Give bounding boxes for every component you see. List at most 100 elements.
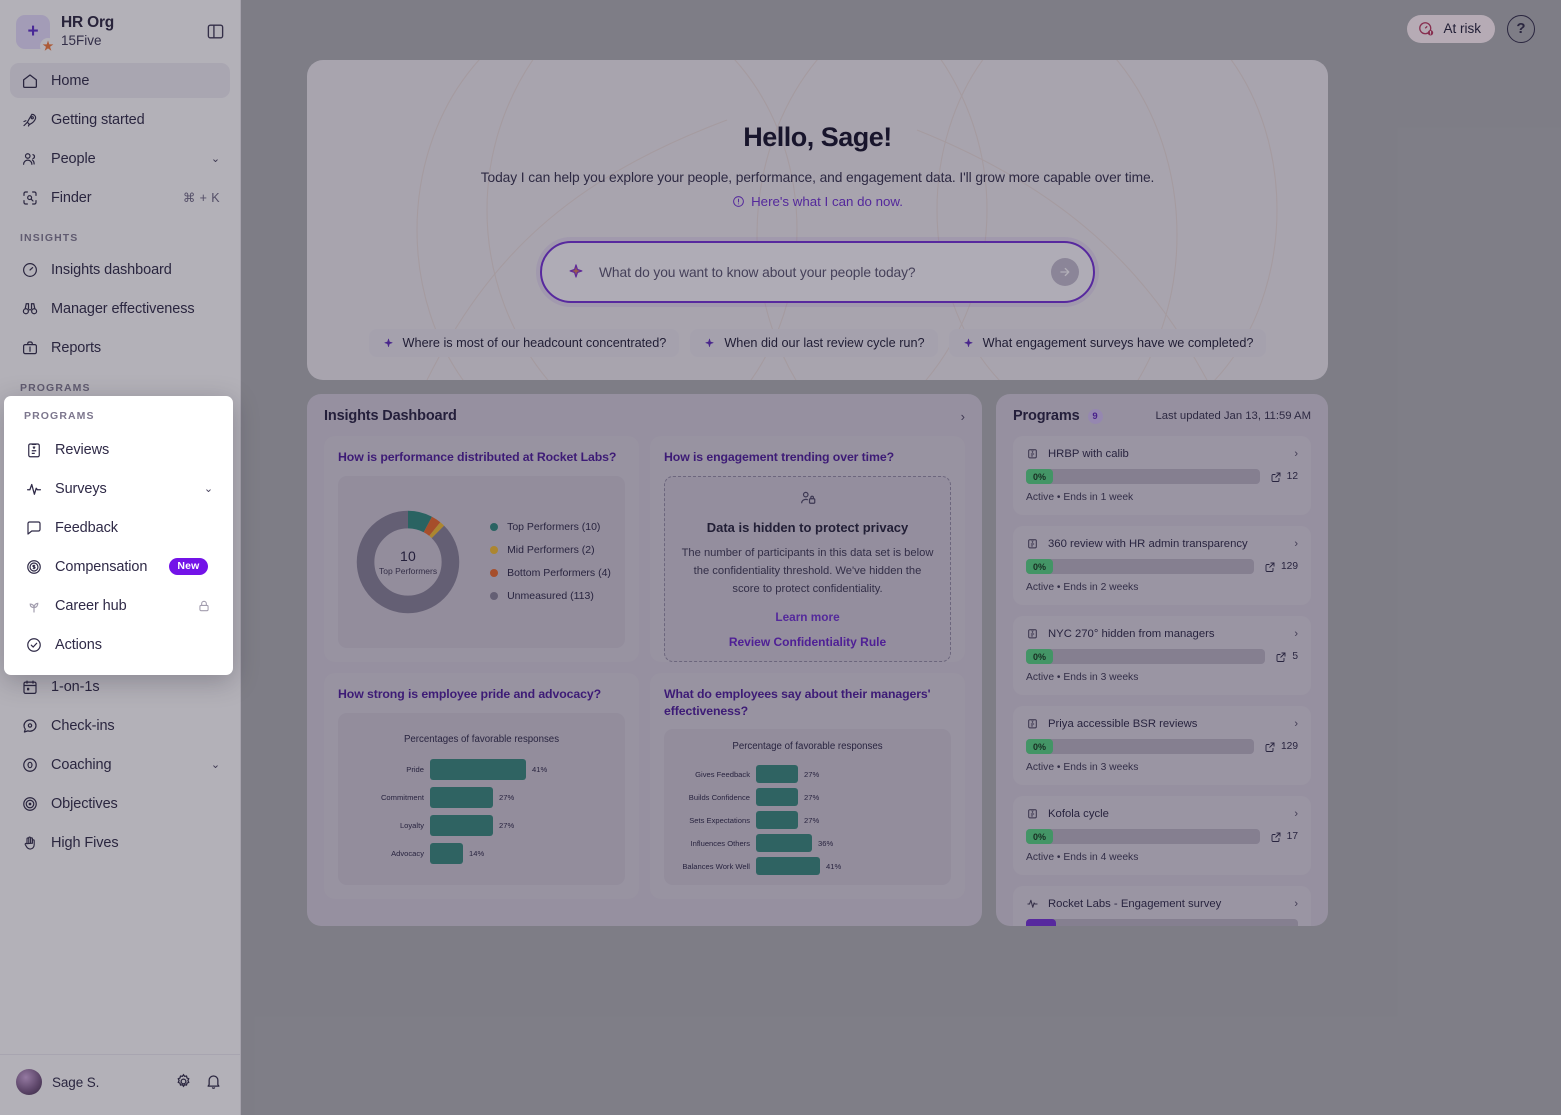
dollar-badge-icon xyxy=(24,557,43,576)
insight-card-pride[interactable]: How strong is employee pride and advocac… xyxy=(324,673,639,899)
suggestion-chip[interactable]: What engagement surveys have we complete… xyxy=(948,329,1267,357)
chevron-down-icon[interactable]: ⌄ xyxy=(210,153,220,166)
bar xyxy=(430,759,526,781)
chevron-down-icon[interactable]: ⌄ xyxy=(203,483,213,495)
progress-fill: 0% xyxy=(1026,829,1053,844)
avatar[interactable] xyxy=(16,1069,42,1095)
org-header[interactable]: + ★ HR Org 15Five xyxy=(0,0,240,61)
bar-value: 27% xyxy=(499,821,515,831)
program-card[interactable]: HRBP with calib › 0% 12 xyxy=(1013,436,1311,515)
learn-more-link[interactable]: Learn more xyxy=(775,610,840,625)
program-card[interactable]: Priya accessible BSR reviews › 0% xyxy=(1013,706,1311,785)
sidebar-item-check-ins[interactable]: Check-ins xyxy=(10,708,230,743)
programs-panel-title: Programs xyxy=(1013,408,1080,424)
participant-count-value: 12 xyxy=(1286,471,1298,482)
review-icon xyxy=(1026,717,1039,730)
user-bar[interactable]: Sage S. xyxy=(0,1054,240,1115)
sidebar-item-label: Compensation xyxy=(55,558,148,575)
sidebar-item-home[interactable]: Home xyxy=(10,63,230,99)
sidebar-item-label: Getting started xyxy=(51,111,145,128)
sidebar-item-reports[interactable]: Reports xyxy=(10,330,230,365)
program-card[interactable]: 360 review with HR admin transparency › … xyxy=(1013,526,1311,605)
chevron-down-icon[interactable]: ⌄ xyxy=(210,759,220,772)
review-confidentiality-link[interactable]: Review Confidentiality Rule xyxy=(728,635,887,650)
ai-search-bar[interactable] xyxy=(540,241,1095,303)
search-input[interactable] xyxy=(599,264,1038,280)
spotlight-item-surveys[interactable]: Surveys ⌄ xyxy=(14,471,223,506)
sidebar-item-high-fives[interactable]: High Fives xyxy=(10,825,230,860)
spotlight-item-career-hub[interactable]: Career hub xyxy=(14,588,223,623)
sidebar-item-insights-dashboard[interactable]: Insights dashboard xyxy=(10,252,230,287)
bar-value: 14% xyxy=(469,849,485,859)
dashboard-panels: Insights Dashboard › How is performance … xyxy=(307,394,1561,926)
spotlight-item-feedback[interactable]: Feedback xyxy=(14,510,223,545)
spotlight-item-reviews[interactable]: Reviews xyxy=(14,432,223,467)
insight-card-title: How is engagement trending over time? xyxy=(664,450,894,464)
gear-icon[interactable] xyxy=(174,1072,194,1092)
chevron-right-icon[interactable]: › xyxy=(1294,627,1298,640)
insight-card-manager-effectiveness[interactable]: What do employees say about their manage… xyxy=(650,673,965,899)
sidebar-item-objectives[interactable]: Objectives xyxy=(10,786,230,821)
capabilities-link[interactable]: Here's what I can do now. xyxy=(732,194,903,209)
pride-bar-chart: Percentages of favorable responses Pride… xyxy=(338,726,625,872)
program-card[interactable]: NYC 270° hidden from managers › 0% xyxy=(1013,616,1311,695)
at-risk-badge[interactable]: At risk xyxy=(1407,14,1495,43)
donut-wrap: 10 Top Performers Top Performers (10) xyxy=(352,506,611,618)
sidebar-item-label: Surveys xyxy=(55,480,107,497)
bar-label: Builds Confidence xyxy=(688,792,750,802)
section-label-programs: PROGRAMS xyxy=(24,410,95,422)
program-card[interactable]: Kofola cycle › 0% 17 xyxy=(1013,796,1311,875)
insights-dashboard-panel: Insights Dashboard › How is performance … xyxy=(307,394,982,926)
sidebar-item-1-on-1s[interactable]: 1-on-1s xyxy=(10,669,230,704)
gauge-icon xyxy=(20,260,39,279)
chevron-right-icon[interactable]: › xyxy=(1294,897,1298,910)
sidebar-item-getting-started[interactable]: Getting started xyxy=(10,102,230,137)
org-name: HR Org xyxy=(61,14,115,31)
bar-row: Sets Expectations 27% xyxy=(674,809,941,832)
sidebar-item-finder[interactable]: Finder ⌘ + K xyxy=(10,180,230,215)
privacy-body: The number of participants in this data … xyxy=(681,546,934,595)
spotlight-item-compensation[interactable]: Compensation New xyxy=(14,549,223,584)
chevron-right-icon[interactable]: › xyxy=(1294,807,1298,820)
chevron-right-icon[interactable]: › xyxy=(1294,717,1298,730)
sidebar-item-label: Insights dashboard xyxy=(51,261,172,278)
chevron-right-icon[interactable]: › xyxy=(1294,447,1298,460)
suggestion-chip[interactable]: When did our last review cycle run? xyxy=(690,329,938,357)
sidebar-item-people[interactable]: People ⌄ xyxy=(10,141,230,176)
suggestion-chips: Where is most of our headcount concentra… xyxy=(307,329,1328,357)
chevron-right-icon[interactable]: › xyxy=(960,408,965,424)
pulse-icon xyxy=(24,479,43,498)
sidebar-item-coaching[interactable]: Coaching ⌄ xyxy=(10,747,230,782)
chevron-right-icon[interactable]: › xyxy=(1294,537,1298,550)
program-meta: Active • Ends in 3 weeks xyxy=(1026,762,1139,773)
program-card[interactable]: Rocket Labs - Engagement survey › xyxy=(1013,886,1311,926)
bell-icon[interactable] xyxy=(204,1072,224,1092)
hero-subtitle: Today I can help you explore your people… xyxy=(480,170,1155,185)
participant-count: 5 xyxy=(1275,651,1298,663)
suggestion-chip[interactable]: Where is most of our headcount concentra… xyxy=(368,329,680,357)
bar-value: 36% xyxy=(818,838,834,848)
sidebar-item-label: 1-on-1s xyxy=(51,678,100,695)
sidebar-collapse-icon[interactable] xyxy=(204,21,226,43)
sidebar-item-label: People xyxy=(51,150,96,167)
chart-title: Percentage of favorable responses xyxy=(732,740,883,752)
spotlight-item-actions[interactable]: Actions xyxy=(14,627,223,662)
pride-chart-container: Percentages of favorable responses Pride… xyxy=(338,712,625,885)
program-meta: Active • Ends in 3 weeks xyxy=(1026,672,1139,683)
insight-card-title: How is performance distributed at Rocket… xyxy=(338,450,617,464)
section-label-programs: PROGRAMS xyxy=(20,382,91,395)
programs-panel: Programs 9 Last updated Jan 13, 11:59 AM… xyxy=(996,394,1328,926)
topbar: At risk ? xyxy=(241,0,1561,57)
bar-value: 27% xyxy=(804,792,820,802)
bar-label: Loyalty xyxy=(399,821,424,831)
help-button[interactable]: ? xyxy=(1507,14,1535,43)
insight-cards-grid: How is performance distributed at Rocket… xyxy=(324,436,965,899)
insight-card-engagement[interactable]: How is engagement trending over time? Da… xyxy=(650,436,965,663)
sidebar-item-manager-effectiveness[interactable]: Manager effectiveness xyxy=(10,291,230,326)
legend-label: Unmeasured (113) xyxy=(507,590,594,603)
progress-fill: 0% xyxy=(1026,739,1053,754)
send-button[interactable] xyxy=(1051,258,1079,286)
insight-card-performance[interactable]: How is performance distributed at Rocket… xyxy=(324,436,639,662)
